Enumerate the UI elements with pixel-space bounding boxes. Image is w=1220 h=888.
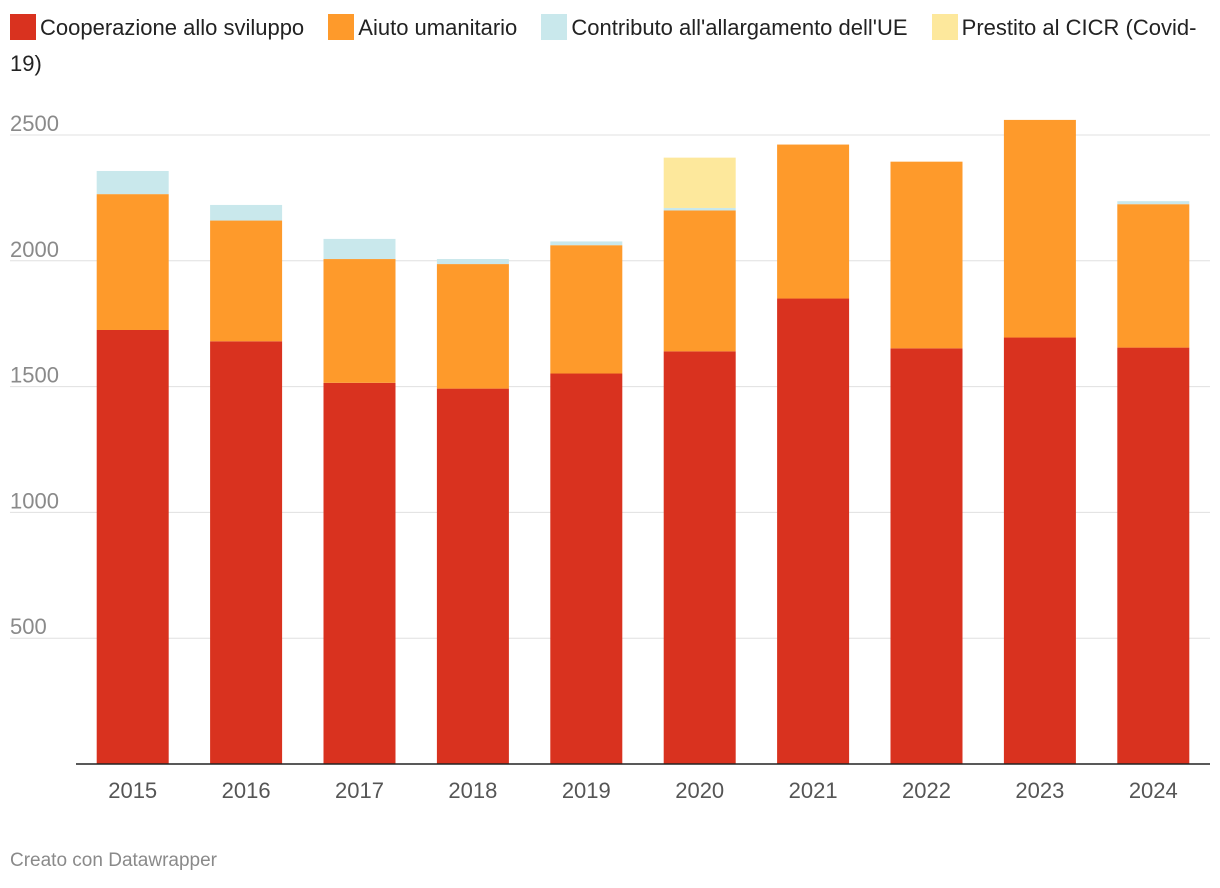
bar-2022-series-0 xyxy=(890,348,963,764)
y-tick-label-500: 500 xyxy=(10,614,47,639)
bar-2020-series-1 xyxy=(663,210,736,352)
bar-2016-series-0 xyxy=(210,341,283,764)
legend-swatch-cooperazione xyxy=(10,14,36,40)
bar-2021-series-0 xyxy=(777,298,850,764)
bar-2019-series-1 xyxy=(550,245,623,374)
x-tick-label-2020: 2020 xyxy=(675,778,724,803)
bar-2018-series-1 xyxy=(436,264,509,389)
bar-2024-series-1 xyxy=(1117,204,1190,348)
legend-label-cooperazione: Cooperazione allo sviluppo xyxy=(40,15,305,40)
legend-item-aiuto-umanitario: Aiuto umanitario xyxy=(328,14,518,40)
bar-2023-series-1 xyxy=(1003,119,1076,338)
bar-2016-series-1 xyxy=(210,220,283,342)
bar-2021-series-1 xyxy=(777,144,850,299)
bar-2020-series-2 xyxy=(663,207,736,211)
bar-2024-series-2 xyxy=(1117,201,1190,205)
x-tick-label-2017: 2017 xyxy=(335,778,384,803)
legend-swatch-aiuto-umanitario xyxy=(328,14,355,40)
bar-2020-series-0 xyxy=(663,351,736,764)
bar-2018-series-0 xyxy=(436,388,509,764)
y-tick-label-2000: 2000 xyxy=(10,237,59,262)
bar-2019-series-0 xyxy=(550,373,623,764)
legend-item-prestito-cicr: Prestito al CICR (Covid-19) xyxy=(10,14,1197,76)
x-tick-label-2021: 2021 xyxy=(789,778,838,803)
bar-2015-series-2 xyxy=(96,170,169,195)
bar-2024-series-0 xyxy=(1117,347,1190,764)
bar-2017-series-0 xyxy=(323,382,396,764)
bar-2016-series-2 xyxy=(210,204,283,221)
x-tick-label-2024: 2024 xyxy=(1129,778,1178,803)
x-tick-label-2022: 2022 xyxy=(902,778,951,803)
legend-swatch-prestito-cicr xyxy=(931,14,958,40)
bar-2023-series-0 xyxy=(1003,337,1076,764)
bar-2019-series-2 xyxy=(550,241,623,246)
x-tick-label-2015: 2015 xyxy=(108,778,157,803)
bar-2020-series-3 xyxy=(663,157,736,208)
x-tick-label-2016: 2016 xyxy=(222,778,271,803)
bar-2017-series-1 xyxy=(323,259,396,383)
chart-legend: Cooperazione allo sviluppo Aiuto umanita… xyxy=(10,10,1215,82)
footer-credit: Creato con Datawrapper xyxy=(10,850,217,871)
legend-item-cooperazione: Cooperazione allo sviluppo xyxy=(10,14,305,40)
bar-2015-series-0 xyxy=(96,329,169,764)
legend-item-contributo-ue: Contributo all'allargamento dell'UE xyxy=(541,14,908,40)
legend-label-prestito-cicr: Prestito al CICR (Covid-19) xyxy=(10,15,1197,76)
y-tick-label-2500: 2500 xyxy=(10,111,59,136)
y-tick-label-1000: 1000 xyxy=(10,488,59,513)
bar-2017-series-2 xyxy=(323,238,396,260)
legend-swatch-contributo-ue xyxy=(541,14,568,40)
bar-2018-series-2 xyxy=(436,259,509,265)
x-tick-label-2019: 2019 xyxy=(562,778,611,803)
x-tick-label-2023: 2023 xyxy=(1015,778,1064,803)
bar-2015-series-1 xyxy=(96,194,169,330)
legend-label-contributo-ue: Contributo all'allargamento dell'UE xyxy=(571,15,908,40)
x-tick-label-2018: 2018 xyxy=(448,778,497,803)
bar-2022-series-1 xyxy=(890,161,963,349)
y-tick-label-1500: 1500 xyxy=(10,363,59,388)
legend-label-aiuto-umanitario: Aiuto umanitario xyxy=(358,15,518,40)
